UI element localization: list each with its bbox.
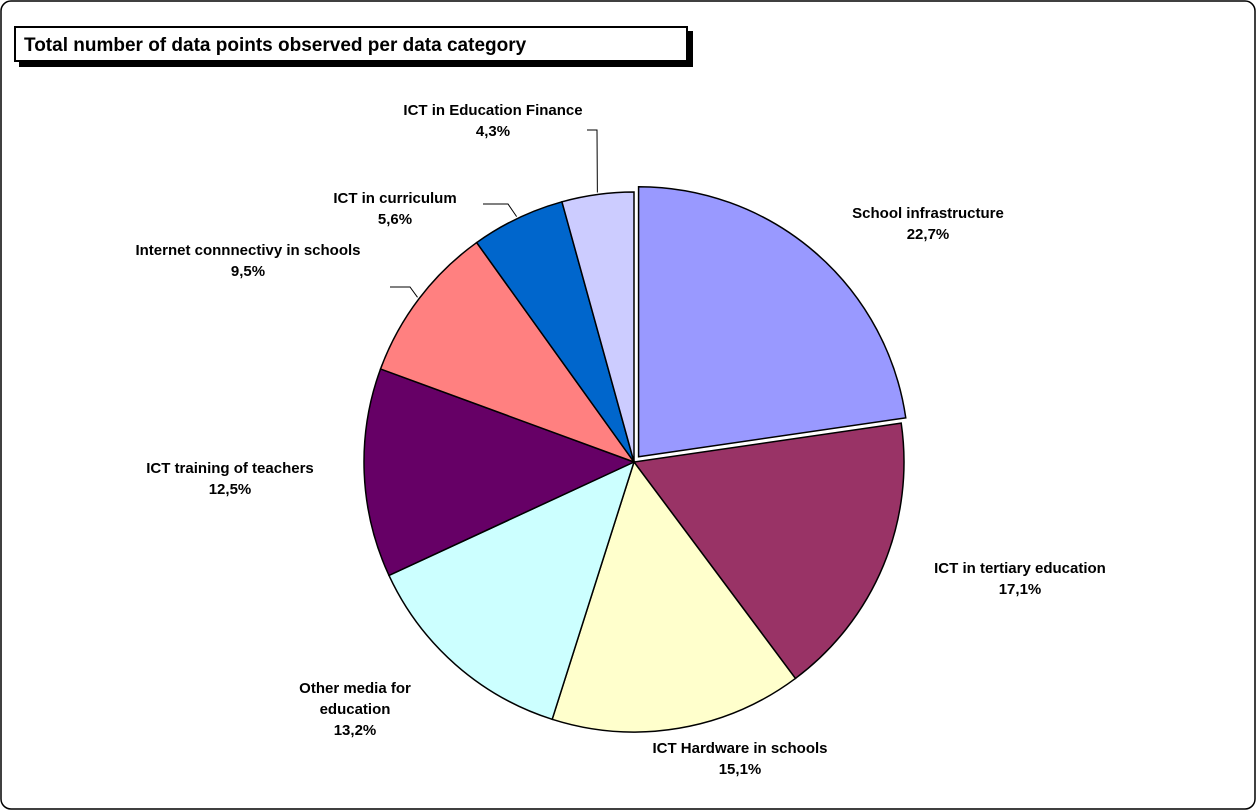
slice-label: School infrastructure 22,7% [808,203,1048,245]
pie-slice [387,460,636,721]
slice-value: 17,1% [998,581,1042,598]
pie-slice [561,191,635,463]
leader-line [587,129,598,193]
slice-value: 9,5% [230,263,266,280]
slice-label: ICT Hardware in schools 15,1% [610,738,870,780]
leader-line [390,286,418,298]
slice-name: School infrastructure [852,205,1004,222]
slice-label: ICT in Education Finance 4,3% [403,100,583,142]
slice-name: Other media for education [299,680,411,718]
slice-label: ICT in curriculum 5,6% [295,188,495,230]
slice-value: 22,7% [906,226,950,243]
slice-value: 12,5% [208,481,252,498]
slice-label: ICT training of teachers 12,5% [100,458,360,500]
slice-name: ICT in Education Finance [403,102,583,119]
pie-slice [379,241,637,464]
chart-title: Total number of data points observed per… [14,26,688,62]
slice-name: ICT in tertiary education [934,560,1106,577]
leader-line [483,203,518,217]
slice-value: 15,1% [718,761,762,778]
slice-name: ICT Hardware in schools [652,740,828,757]
slice-label: ICT in tertiary education 17,1% [890,558,1150,600]
slice-label: Other media for education 13,2% [275,678,435,741]
pie-slice [363,367,636,577]
slice-name: Internet connnectivy in schools [135,242,361,259]
pie-slice [632,422,905,680]
slice-value: 4,3% [475,123,511,140]
pie-slice [637,185,907,458]
slice-value: 5,6% [377,211,413,228]
slice-name: ICT in curriculum [333,190,457,207]
slice-name: ICT training of teachers [146,460,314,477]
slice-value: 13,2% [333,722,377,739]
slice-label: Internet connnectivy in schools 9,5% [128,240,368,282]
